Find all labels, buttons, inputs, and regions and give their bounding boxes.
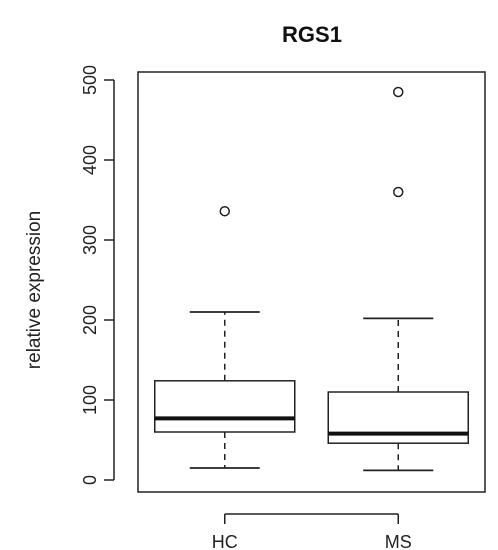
plot-frame [137, 71, 486, 493]
chart-title: RGS1 [282, 22, 342, 47]
y-axis: 0 100 200 300 400 500 [80, 65, 115, 485]
outlier-point [393, 86, 404, 98]
y-tick-label: 400 [80, 145, 100, 175]
box-hc [154, 205, 296, 469]
y-tick-label: 200 [80, 305, 100, 335]
box-ms [327, 86, 469, 472]
x-axis: HC MS [212, 513, 412, 550]
outlier-point [219, 205, 230, 217]
y-tick-label: 500 [80, 65, 100, 95]
boxes [154, 86, 469, 472]
y-tick-label: 0 [80, 475, 100, 485]
y-tick-label: 100 [80, 385, 100, 415]
iqr-box [154, 380, 296, 433]
y-axis-label: relative expression [24, 211, 45, 369]
y-tick-label: 300 [80, 225, 100, 255]
x-tick-label: MS [385, 532, 412, 550]
x-tick-label: HC [212, 532, 238, 550]
outlier-point [393, 186, 404, 198]
